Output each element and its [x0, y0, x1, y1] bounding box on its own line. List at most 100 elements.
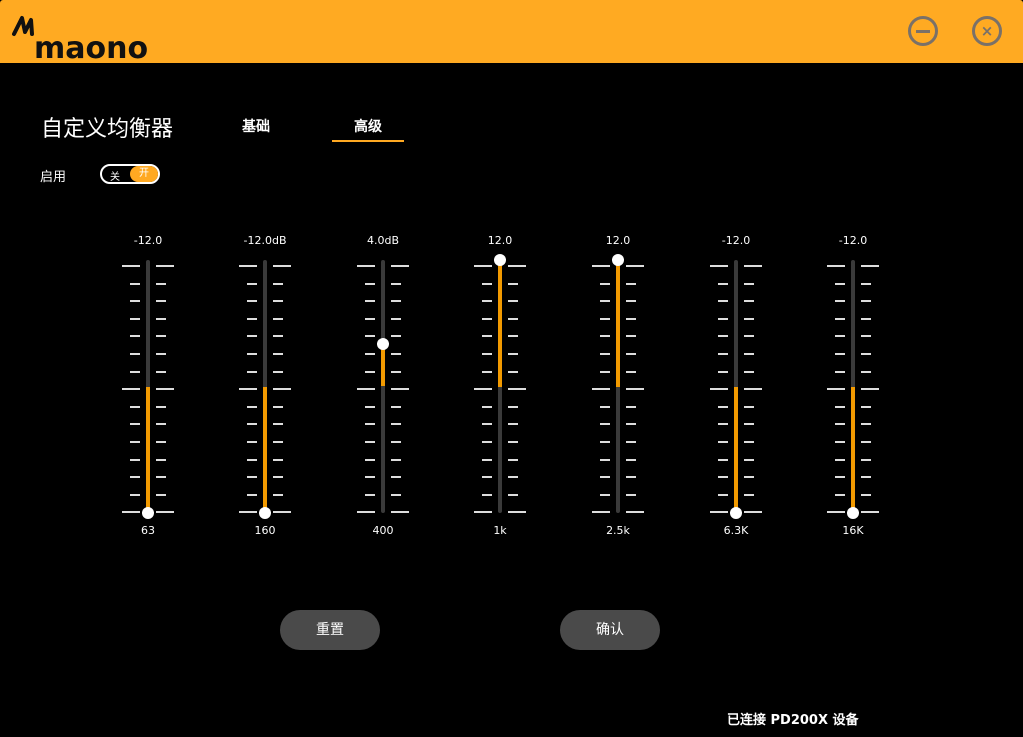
tick-mark [718, 458, 728, 461]
tick-mark [247, 476, 257, 479]
tick-mark [592, 388, 610, 391]
slider-handle[interactable] [612, 254, 624, 266]
tick-mark [482, 335, 492, 338]
tick-mark [482, 441, 492, 443]
slider-handle[interactable] [377, 338, 389, 351]
title-bar: maono × [0, 0, 1023, 66]
tick-mark [718, 405, 728, 408]
tick-mark [130, 423, 140, 426]
tick-mark [130, 476, 140, 479]
tick-mark [835, 282, 845, 285]
band-value: -12.0 [133, 234, 163, 247]
tick-mark [156, 335, 166, 338]
tick-mark [508, 317, 518, 320]
tick-mark [508, 388, 526, 391]
tick-mark [744, 388, 762, 391]
tick-mark [156, 423, 166, 426]
tick-mark [835, 476, 845, 479]
tick-mark [861, 493, 871, 496]
tick-mark [391, 405, 401, 408]
band-value: -12.0 [838, 234, 868, 247]
tick-mark [744, 441, 754, 443]
tick-mark [744, 405, 754, 408]
tick-mark [600, 423, 610, 426]
tick-mark [626, 282, 636, 285]
slider-handle[interactable] [730, 507, 742, 519]
page-title: 自定义均衡器 [41, 117, 174, 142]
band-frequency: 1k [493, 524, 507, 537]
tab-advanced[interactable]: 高级 [332, 116, 404, 142]
tick-mark [156, 441, 166, 443]
tick-mark [827, 265, 845, 267]
tick-mark [835, 370, 845, 373]
confirm-button[interactable]: 确认 [560, 610, 660, 650]
tick-mark [508, 282, 518, 285]
tick-mark [508, 441, 518, 443]
tick-mark [744, 317, 754, 320]
tick-mark [718, 370, 728, 373]
tick-mark [273, 335, 283, 338]
tick-mark [861, 300, 871, 303]
tick-mark [626, 388, 644, 391]
tick-mark [156, 353, 166, 355]
toggle-off-label: 关 [110, 172, 120, 183]
tick-mark [239, 265, 257, 267]
tick-mark [247, 423, 257, 426]
tick-mark [273, 282, 283, 285]
tick-mark [273, 458, 283, 461]
tick-mark [482, 476, 492, 479]
tick-mark [156, 511, 174, 514]
tick-mark [239, 511, 257, 514]
tick-mark [744, 282, 754, 285]
tick-mark [482, 458, 492, 461]
slider-handle[interactable] [259, 507, 271, 519]
tick-mark [600, 353, 610, 355]
enable-toggle[interactable]: 关 开 [100, 164, 160, 184]
band-value: -12.0 [721, 234, 751, 247]
slider-handle[interactable] [142, 507, 154, 519]
tick-mark [391, 370, 401, 373]
tick-mark [273, 388, 291, 391]
band-value: 12.0 [605, 234, 631, 247]
slider-fill [616, 260, 620, 387]
band-value: 12.0 [487, 234, 513, 247]
slider-fill [146, 386, 150, 513]
tick-mark [835, 300, 845, 303]
tick-mark [156, 265, 174, 267]
slider-track[interactable] [498, 260, 502, 513]
minimize-button[interactable] [908, 16, 938, 46]
tick-mark [247, 493, 257, 496]
tick-mark [861, 441, 871, 443]
tick-mark [391, 423, 401, 426]
band-value: 4.0dB [366, 234, 400, 247]
tick-mark [600, 335, 610, 338]
reset-button[interactable]: 重置 [280, 610, 380, 650]
tick-mark [744, 458, 754, 461]
tick-mark [273, 317, 283, 320]
tick-mark [156, 458, 166, 461]
tab-basic[interactable]: 基础 [242, 119, 270, 135]
tick-mark [626, 265, 644, 267]
close-button[interactable]: × [972, 16, 1002, 46]
slider-track[interactable] [381, 260, 385, 513]
tick-mark [626, 423, 636, 426]
tick-mark [247, 317, 257, 320]
tick-mark [600, 317, 610, 320]
slider-track[interactable] [616, 260, 620, 513]
tick-mark [365, 493, 375, 496]
tick-mark [861, 353, 871, 355]
tick-mark [861, 405, 871, 408]
slider-handle[interactable] [494, 254, 506, 266]
tick-mark [600, 458, 610, 461]
tick-mark [156, 493, 166, 496]
tick-mark [156, 282, 166, 285]
tick-mark [835, 405, 845, 408]
slider-handle[interactable] [847, 507, 859, 519]
tick-mark [718, 476, 728, 479]
tick-mark [744, 493, 754, 496]
tick-mark [626, 370, 636, 373]
tick-mark [130, 458, 140, 461]
tick-mark [391, 458, 401, 461]
tick-mark [861, 458, 871, 461]
tick-mark [626, 493, 636, 496]
